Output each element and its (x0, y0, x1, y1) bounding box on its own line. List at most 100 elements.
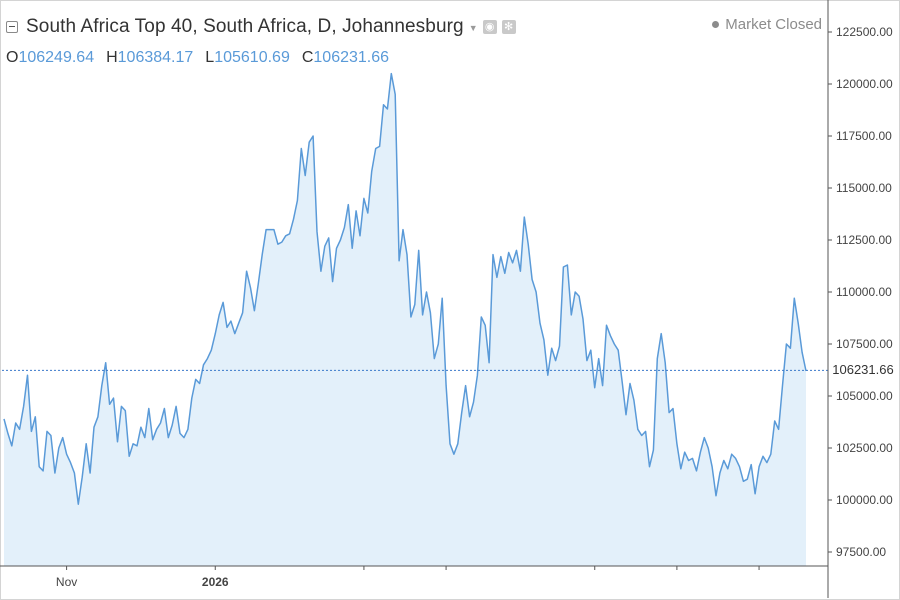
y-tick-label: 122500.00 (836, 25, 893, 39)
data-point (46, 430, 48, 432)
eye-icon[interactable]: ◉ (482, 20, 497, 34)
data-point (97, 416, 99, 418)
data-point (457, 443, 459, 445)
data-point (641, 434, 643, 436)
data-point (449, 443, 451, 445)
data-point (801, 351, 803, 353)
y-tick-label: 102500.00 (836, 441, 893, 455)
data-point (793, 297, 795, 299)
last-price-tag: 106231.66 (830, 360, 896, 380)
data-point (633, 399, 635, 401)
data-point (363, 197, 365, 199)
data-point (711, 466, 713, 468)
chevron-down-icon[interactable]: ▼ (468, 23, 478, 33)
data-point (93, 426, 95, 428)
data-point (429, 312, 431, 314)
data-point (672, 407, 674, 409)
data-point (81, 476, 83, 478)
data-point (687, 459, 689, 461)
data-point (128, 455, 130, 457)
market-status-label: Market Closed (725, 16, 822, 33)
data-point (159, 422, 161, 424)
data-point (574, 291, 576, 293)
data-point (691, 457, 693, 459)
data-point (226, 326, 228, 328)
data-point (18, 428, 20, 430)
data-point (58, 447, 60, 449)
data-point (339, 239, 341, 241)
data-point (617, 349, 619, 351)
data-point (253, 310, 255, 312)
data-point (195, 378, 197, 380)
data-point (316, 231, 318, 233)
data-point (273, 228, 275, 230)
data-point (797, 322, 799, 324)
data-point (7, 432, 9, 434)
high-value: 106384.17 (117, 49, 194, 66)
data-point (648, 466, 650, 468)
y-tick-label: 105000.00 (836, 389, 893, 403)
data-point (500, 255, 502, 257)
y-tick-label: 120000.00 (836, 77, 893, 91)
data-point (727, 468, 729, 470)
data-point (187, 428, 189, 430)
data-point (108, 403, 110, 405)
data-point (394, 93, 396, 95)
data-point (774, 420, 776, 422)
data-point (202, 364, 204, 366)
data-point (523, 216, 525, 218)
data-point (152, 439, 154, 441)
collapse-icon[interactable] (6, 21, 18, 33)
x-tick-label: Nov (56, 575, 77, 589)
data-point (519, 270, 521, 272)
data-point (3, 418, 5, 420)
y-tick-label: 117500.00 (836, 129, 892, 143)
data-point (245, 270, 247, 272)
data-point (105, 362, 107, 364)
data-point (570, 314, 572, 316)
data-point (347, 203, 349, 205)
data-point (300, 147, 302, 149)
data-point (183, 436, 185, 438)
data-point (746, 478, 748, 480)
data-point (425, 291, 427, 293)
data-point (26, 374, 28, 376)
data-point (386, 108, 388, 110)
data-point (50, 434, 52, 436)
data-point (54, 472, 56, 474)
data-point (680, 468, 682, 470)
data-point (539, 322, 541, 324)
close-label: C (301, 49, 314, 66)
data-point (206, 357, 208, 359)
data-point (34, 416, 36, 418)
data-point (238, 322, 240, 324)
y-tick-label: 110000.00 (836, 285, 892, 299)
data-point (594, 387, 596, 389)
data-point (543, 339, 545, 341)
data-point (621, 380, 623, 382)
gear-icon[interactable]: ✻ (501, 20, 516, 34)
data-point (116, 441, 118, 443)
data-point (179, 432, 181, 434)
data-point (601, 384, 603, 386)
data-point (292, 218, 294, 220)
status-dot-icon (712, 21, 720, 28)
data-point (609, 335, 611, 337)
data-point (11, 445, 13, 447)
data-point (644, 430, 646, 432)
data-point (210, 349, 212, 351)
data-point (421, 314, 423, 316)
data-point (249, 287, 251, 289)
data-point (558, 345, 560, 347)
data-point (30, 430, 32, 432)
data-point (441, 297, 443, 299)
data-point (731, 453, 733, 455)
data-point (484, 324, 486, 326)
data-point (766, 461, 768, 463)
data-point (312, 135, 314, 137)
data-point (136, 445, 138, 447)
data-point (144, 436, 146, 438)
data-point (89, 472, 91, 474)
data-point (132, 443, 134, 445)
